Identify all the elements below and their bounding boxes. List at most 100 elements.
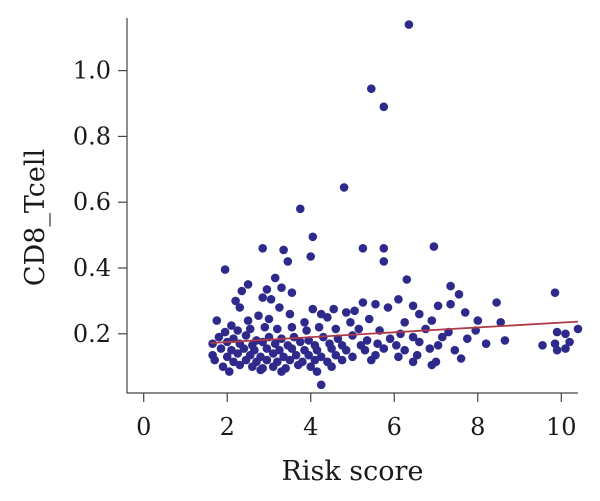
data-point [329,304,339,314]
data-point [287,288,297,298]
data-point [433,341,443,350]
data-point [243,280,253,289]
data-point [262,355,272,365]
data-point [268,349,278,358]
data-point [341,345,351,355]
data-point [492,298,501,307]
data-point [235,360,245,370]
data-point [373,339,382,349]
y-axis-ticks: 0.2 0.4 0.6 0.8 1.0 [73,57,127,348]
data-point [222,352,232,362]
data-point [427,360,437,370]
data-point [270,273,280,283]
data-point [235,303,245,312]
data-point [293,360,303,370]
data-point [427,316,437,325]
data-point [408,301,418,311]
data-point [268,362,278,372]
data-point [258,244,268,253]
data-point [216,344,226,353]
data-point [408,332,418,342]
data-point [312,367,322,376]
data-point [254,311,263,321]
data-point [561,329,570,339]
data-point [316,380,326,390]
data-point [573,324,583,334]
data-point [358,298,368,307]
data-point [460,308,470,317]
data-point [367,355,376,365]
y-axis-label: CD8_Tcell [20,149,51,286]
data-point [306,362,316,372]
data-point [310,355,320,365]
data-point [412,350,422,360]
data-point [396,329,405,339]
data-point [367,84,376,93]
data-point [354,324,364,334]
data-point [358,244,368,253]
data-point [227,321,236,330]
data-point [346,318,355,327]
data-point [331,350,341,360]
data-point [404,20,414,29]
data-point [379,244,389,253]
data-point [552,345,562,355]
data-point [273,324,282,334]
data-point [408,357,418,367]
data-point [350,306,359,316]
x-tick-label: 10 [546,413,577,441]
data-point [248,362,257,372]
x-tick-label: 4 [303,413,318,441]
data-point [341,308,351,317]
data-point [241,331,251,340]
data-point [400,345,410,355]
data-point [233,349,242,358]
data-point [415,337,424,347]
data-point [421,324,430,334]
x-axis-label: Risk score [282,456,424,487]
data-point [552,327,562,337]
data-point [277,367,286,376]
data-point [266,295,276,304]
data-point [212,316,222,325]
data-point [371,299,380,309]
data-point [308,232,318,242]
data-point [210,355,219,365]
data-point [425,344,435,353]
y-tick-label: 0.6 [73,188,111,216]
data-point [289,332,299,342]
data-point [260,322,270,332]
data-point [304,350,314,360]
data-point [314,322,324,332]
data-point [285,355,295,365]
data-point [287,322,297,332]
data-point [337,355,347,365]
data-point [538,341,547,350]
data-point [456,354,466,363]
data-point [561,344,570,353]
data-point [279,245,288,255]
data-point [383,303,393,312]
data-point [256,365,265,375]
x-axis-ticks: 0 2 4 6 8 10 [136,393,577,441]
data-point [241,355,251,365]
regression-line [210,320,579,344]
data-point [385,334,395,344]
data-point [275,303,284,312]
data-point [218,362,228,372]
y-tick-label: 1.0 [73,57,111,85]
data-point [433,301,443,311]
y-tick-label: 0.4 [73,254,111,282]
data-point [392,341,401,350]
data-point [243,316,253,325]
data-point [348,352,357,362]
data-point [379,257,389,266]
data-point [438,332,447,342]
data-point [270,339,280,349]
data-point [331,324,341,334]
data-point [302,326,311,335]
data-point [565,337,574,347]
data-point [500,336,510,345]
x-tick-label: 8 [470,413,485,441]
